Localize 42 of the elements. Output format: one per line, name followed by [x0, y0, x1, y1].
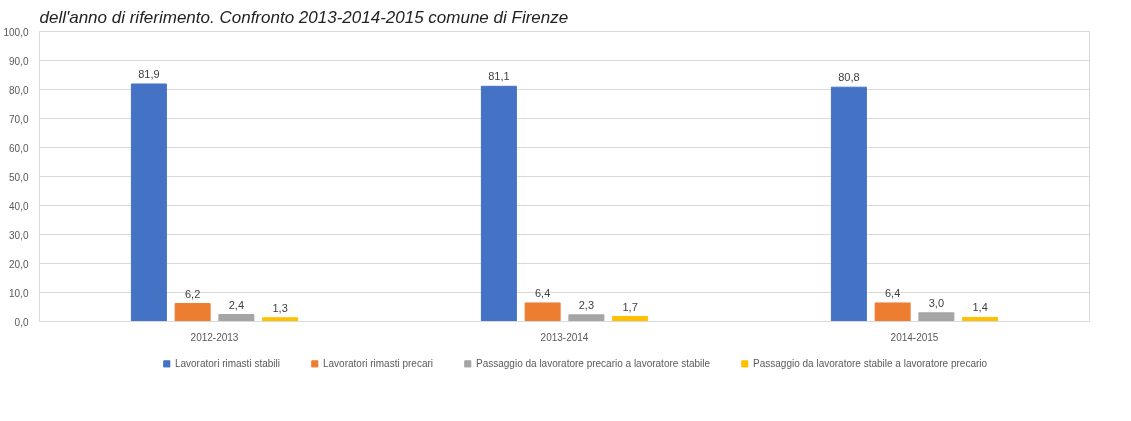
legend-label: Lavoratori rimasti precari: [322, 357, 434, 369]
y-tick-label: 70,0: [9, 113, 29, 125]
bar: [218, 314, 255, 322]
y-tick-label: 90,0: [9, 55, 29, 67]
bar: [262, 317, 299, 322]
y-tick-label: 20,0: [9, 258, 29, 270]
data-label: 6,4: [884, 286, 901, 299]
legend-label: Lavoratori rimasti stabili: [174, 357, 280, 369]
data-label: 80,8: [838, 71, 860, 84]
bar: [480, 85, 517, 322]
data-label: 3,0: [928, 296, 945, 309]
data-label: 2,4: [228, 298, 245, 311]
data-label: 1,7: [622, 300, 638, 313]
x-tick-label: 2014-2015: [890, 331, 939, 343]
y-tick-label: 10,0: [9, 287, 29, 299]
y-tick-label: 40,0: [9, 200, 29, 212]
y-tick-label: 50,0: [9, 171, 29, 183]
legend-label: Passaggio da lavoratore stabile a lavoratore precario: [753, 357, 988, 369]
bar: [174, 303, 211, 322]
bar: [612, 316, 649, 322]
y-tick-label: 60,0: [9, 142, 29, 154]
y-tick-label: 30,0: [9, 229, 29, 241]
bar: [568, 314, 605, 322]
data-label: 1,4: [972, 301, 988, 314]
data-label: 6,2: [184, 287, 201, 300]
y-tick-label: 0,0: [14, 316, 29, 328]
y-tick-label: 80,0: [9, 84, 29, 96]
bar: [830, 86, 867, 322]
bar: [918, 312, 955, 322]
data-label: 81,9: [138, 67, 160, 80]
data-label: 1,3: [272, 301, 288, 314]
data-label: 2,3: [578, 298, 595, 311]
x-tick-label: 2012-2013: [190, 331, 239, 343]
data-label: 81,1: [488, 70, 510, 83]
legend-label: Passaggio da lavoratore precario a lavoratore stabile: [476, 357, 711, 369]
chart-title: dell'anno di riferimento. Confronto 2013-2014-2015 comune di Firenze: [39, 7, 569, 27]
y-tick-label: 100,0: [3, 26, 29, 38]
x-tick-label: 2013-2014: [540, 331, 589, 343]
bar: [130, 83, 167, 322]
data-label: 6,4: [534, 286, 551, 299]
bar: [874, 302, 911, 322]
bar: [524, 302, 561, 322]
